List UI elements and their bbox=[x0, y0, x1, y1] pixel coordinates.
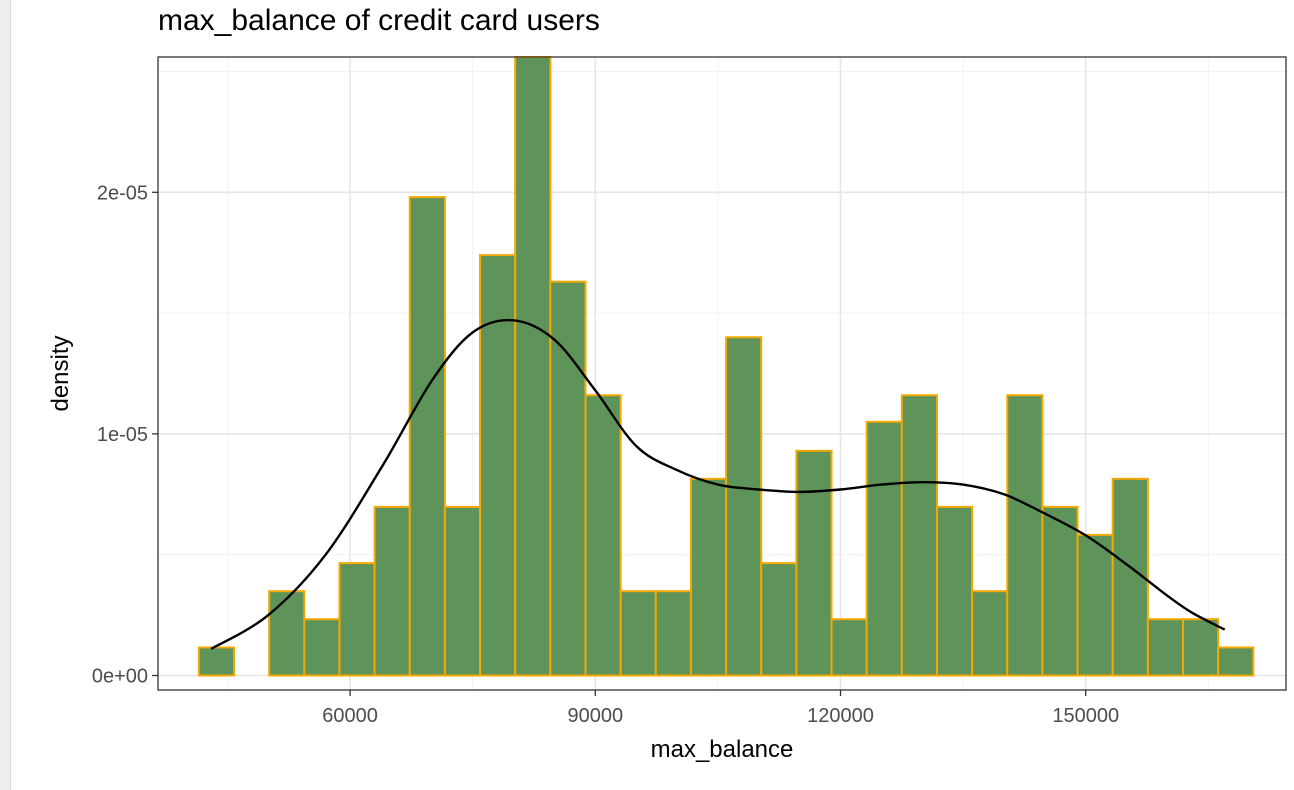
histogram-bar bbox=[373, 505, 411, 677]
histogram-bar bbox=[830, 618, 868, 677]
histogram-bar bbox=[1041, 505, 1079, 677]
x-tick-label: 120000 bbox=[807, 705, 874, 727]
left-scrollbar-strip bbox=[0, 0, 11, 790]
histogram-bar bbox=[584, 394, 622, 677]
y-axis-title: density bbox=[47, 335, 74, 411]
histogram-bar bbox=[197, 646, 236, 677]
histogram-bar bbox=[865, 420, 903, 677]
histogram-bar bbox=[1217, 646, 1255, 677]
x-tick-label: 150000 bbox=[1052, 705, 1119, 727]
histogram-bar bbox=[1006, 394, 1044, 677]
histogram-bar bbox=[479, 254, 517, 677]
histogram-bar bbox=[900, 394, 938, 677]
histogram-bar bbox=[338, 562, 376, 677]
histogram-bar bbox=[619, 590, 657, 677]
histogram-bar bbox=[795, 449, 833, 677]
histogram-bar bbox=[1182, 618, 1220, 677]
histogram-bar bbox=[443, 505, 482, 677]
histogram-bar bbox=[971, 590, 1009, 677]
density-curve bbox=[210, 318, 1226, 650]
histogram-bar bbox=[760, 562, 798, 677]
histogram-bar bbox=[935, 505, 974, 677]
y-tick-label: 0e+00 bbox=[92, 666, 148, 688]
panel-border bbox=[157, 56, 1287, 691]
histogram-bar bbox=[689, 477, 728, 677]
x-axis-title: max_balance bbox=[651, 736, 794, 763]
chart-title: max_balance of credit card users bbox=[158, 4, 600, 37]
y-tick-label: 1e-05 bbox=[97, 424, 148, 446]
histogram-bar bbox=[1146, 618, 1185, 677]
x-tick-label: 60000 bbox=[322, 705, 378, 727]
histogram-bar bbox=[725, 336, 763, 677]
histogram-bar bbox=[268, 590, 306, 677]
histogram-bar bbox=[408, 196, 446, 677]
histogram-bar bbox=[654, 590, 692, 677]
y-tick-label: 2e-05 bbox=[97, 182, 148, 204]
histogram-bar bbox=[514, 56, 552, 677]
histogram-bar bbox=[303, 618, 341, 677]
histogram-bar bbox=[1076, 533, 1114, 677]
x-tick-label: 90000 bbox=[567, 705, 623, 727]
